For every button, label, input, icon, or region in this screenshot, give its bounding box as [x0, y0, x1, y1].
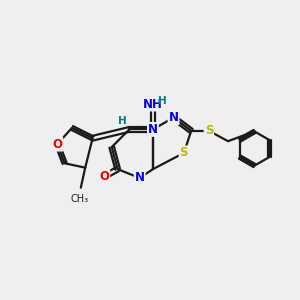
Text: H: H: [158, 95, 167, 106]
Text: N: N: [148, 123, 158, 136]
Text: N: N: [135, 172, 145, 184]
Text: S: S: [205, 124, 213, 137]
Text: O: O: [52, 138, 62, 151]
Text: O: O: [99, 170, 110, 183]
Text: N: N: [169, 111, 178, 124]
Text: CH₃: CH₃: [70, 194, 88, 204]
Text: H: H: [118, 116, 126, 126]
Text: S: S: [180, 146, 188, 159]
Text: NH: NH: [143, 98, 163, 111]
